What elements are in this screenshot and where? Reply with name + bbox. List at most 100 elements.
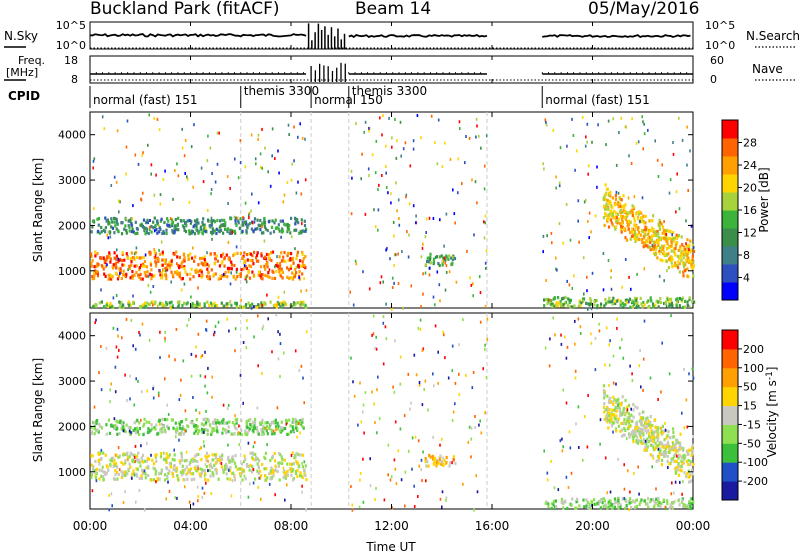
echo-cell [635, 141, 638, 145]
echo-cell [121, 336, 123, 340]
echo-cell [266, 432, 269, 436]
echo-cell [246, 326, 248, 330]
echo-cell [134, 427, 137, 431]
echo-cell [579, 332, 582, 335]
echo-cell [178, 398, 181, 402]
echo-cell [289, 430, 293, 434]
echo-cell [642, 300, 645, 305]
echo-cell [138, 268, 141, 272]
echo-cell [142, 255, 145, 259]
echo-cell [676, 449, 679, 453]
echo-cell [624, 228, 627, 233]
echo-cell [178, 274, 181, 278]
echo-cell [424, 460, 427, 464]
echo-cell [188, 232, 191, 236]
echo-cell [180, 378, 182, 382]
echo-cell [690, 262, 693, 266]
echo-cell [442, 456, 444, 460]
echo-cell [141, 453, 145, 457]
echo-cell [690, 260, 693, 264]
echo-cell [684, 253, 687, 257]
echo-cell [240, 298, 242, 302]
echo-cell [111, 275, 114, 279]
echo-cell [291, 271, 294, 275]
echo-cell [679, 442, 682, 446]
echo-cell [642, 410, 645, 414]
echo-cell [145, 220, 148, 224]
echo-cell [644, 418, 647, 422]
echo-cell [267, 170, 269, 174]
echo-cell [393, 253, 396, 257]
echo-cell [192, 472, 195, 476]
echo-cell [129, 374, 131, 378]
echo-cell [637, 217, 640, 221]
echo-cell [303, 219, 306, 223]
echo-cell [451, 344, 454, 348]
echo-cell [388, 116, 390, 120]
echo-cell [259, 274, 262, 278]
echo-cell [662, 246, 665, 250]
echo-cell [615, 225, 618, 229]
echo-cell [588, 502, 591, 506]
echo-cell [158, 394, 160, 398]
echo-cell [371, 390, 373, 394]
echo-cell [391, 136, 393, 140]
echo-cell [114, 463, 117, 468]
echo-cell [211, 429, 214, 433]
echo-cell [112, 424, 115, 428]
echo-cell [661, 259, 664, 263]
echo-cell [424, 235, 427, 239]
echo-cell [469, 276, 471, 280]
echo-cell [128, 264, 131, 268]
echo-cell [261, 462, 264, 467]
echo-cell [184, 221, 187, 225]
echo-cell [577, 317, 580, 321]
echo-cell [646, 437, 649, 441]
echo-cell [141, 390, 143, 394]
echo-cell [596, 185, 598, 189]
echo-cell [652, 305, 655, 309]
echo-cell [113, 231, 116, 235]
echo-cell [223, 304, 226, 308]
echo-cell [144, 472, 147, 476]
echo-cell [448, 254, 451, 258]
colorbar-tick-label: -100 [743, 456, 768, 469]
echo-cell [230, 271, 232, 275]
echo-cell [558, 181, 561, 185]
echo-cell [665, 436, 668, 440]
echo-cell [609, 339, 611, 343]
colorbar-tick-label: 8 [743, 249, 750, 262]
echo-cell [621, 301, 624, 305]
echo-cell [656, 439, 659, 443]
echo-cell [262, 424, 265, 428]
colorbar-tick-label: 24 [743, 159, 757, 172]
echo-cell [90, 264, 93, 268]
echo-cell [113, 256, 116, 260]
echo-cell [644, 445, 647, 449]
echo-cell [162, 178, 165, 181]
echo-cell [100, 426, 104, 430]
echo-cell [283, 250, 286, 255]
echo-cell [159, 219, 162, 223]
echo-cell [360, 420, 363, 424]
echo-cell [646, 416, 649, 420]
echo-cell [253, 217, 257, 221]
echo-cell [299, 229, 302, 234]
echo-cell [586, 275, 588, 279]
echo-cell [249, 482, 251, 486]
echo-cell [672, 247, 675, 251]
echo-cell [374, 421, 376, 425]
echo-cell [608, 502, 611, 506]
echo-cell [199, 256, 202, 260]
echo-cell [133, 453, 136, 457]
echo-cell [583, 200, 586, 204]
echo-cell [206, 262, 209, 266]
echo-cell [221, 260, 224, 264]
echo-cell [278, 255, 281, 259]
ytick-label: 4000 [58, 129, 86, 142]
echo-cell [215, 456, 218, 460]
echo-cell [148, 252, 151, 257]
echo-cell [368, 126, 370, 130]
echo-cell [628, 297, 631, 301]
echo-cell [480, 431, 483, 435]
